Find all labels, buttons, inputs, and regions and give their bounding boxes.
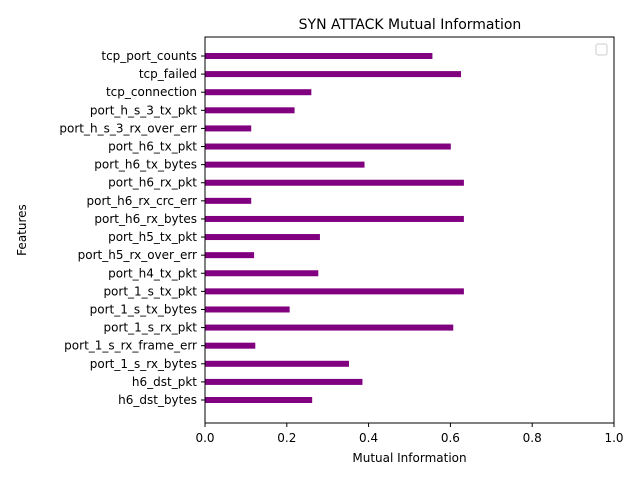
y-tick-label: h6_dst_bytes <box>118 393 197 407</box>
bar <box>205 252 255 259</box>
y-tick-label: port_1_s_rx_bytes <box>90 357 197 371</box>
y-tick-label: port_1_s_tx_pkt <box>103 284 197 298</box>
bar <box>205 215 464 222</box>
bar <box>205 89 312 96</box>
bar <box>205 107 295 114</box>
bar <box>205 360 349 367</box>
bar <box>205 397 313 403</box>
x-ticks-group: 0.0 0.2 0.4 0.6 0.8 1.0 <box>195 423 624 445</box>
chart-title: SYN ATTACK Mutual Information <box>299 17 522 33</box>
x-tick-label: 0.6 <box>441 431 460 445</box>
bar <box>205 306 290 313</box>
y-tick-label: port_h6_rx_crc_err <box>87 194 198 208</box>
bar <box>205 288 464 295</box>
y-tick-label: port_h5_rx_over_err <box>78 248 197 262</box>
bar <box>205 179 464 186</box>
y-tick-label: port_h6_tx_pkt <box>108 140 197 154</box>
y-tick-label: port_h6_rx_bytes <box>94 212 197 226</box>
bar <box>205 378 363 385</box>
bar <box>205 234 320 241</box>
x-tick-label: 0.4 <box>359 431 378 445</box>
x-axis-title: Mutual Information <box>352 451 466 465</box>
bar <box>205 324 454 331</box>
x-tick-label: 0.0 <box>195 431 214 445</box>
y-ticks-group: h6_dst_bytes h6_dst_pkt port_1_s_rx_bytes p… <box>59 49 205 407</box>
y-tick-label: tcp_failed <box>139 67 197 81</box>
bar <box>205 161 365 168</box>
y-tick-label: port_h6_tx_bytes <box>94 158 197 172</box>
x-tick-label: 1.0 <box>604 431 623 445</box>
y-tick-label: port_h4_tx_pkt <box>108 266 197 280</box>
y-tick-label: port_1_s_rx_pkt <box>104 321 198 335</box>
y-tick-label: port_h_s_3_tx_pkt <box>90 103 197 117</box>
y-tick-label: port_h_s_3_rx_over_err <box>59 121 197 135</box>
y-tick-label: port_h5_tx_pkt <box>108 230 197 244</box>
y-tick-label: tcp_port_counts <box>101 49 197 63</box>
y-tick-label: port_1_s_rx_frame_err <box>64 339 197 353</box>
bar <box>205 342 256 349</box>
bar <box>205 143 451 150</box>
bar <box>205 197 252 204</box>
y-tick-label: port_1_s_tx_bytes <box>90 302 197 316</box>
x-tick-label: 0.8 <box>523 431 542 445</box>
y-tick-label: port_h6_rx_pkt <box>108 176 197 190</box>
bar <box>205 270 319 277</box>
bar <box>205 125 252 132</box>
x-tick-label: 0.2 <box>277 431 296 445</box>
bar <box>205 71 462 78</box>
y-tick-label: tcp_connection <box>106 85 197 99</box>
y-tick-label: h6_dst_pkt <box>132 375 197 389</box>
plot-frame <box>204 36 615 424</box>
y-axis-title: Features <box>15 204 29 256</box>
bars-group <box>205 53 464 403</box>
legend-box <box>595 43 608 56</box>
bar <box>205 53 433 59</box>
